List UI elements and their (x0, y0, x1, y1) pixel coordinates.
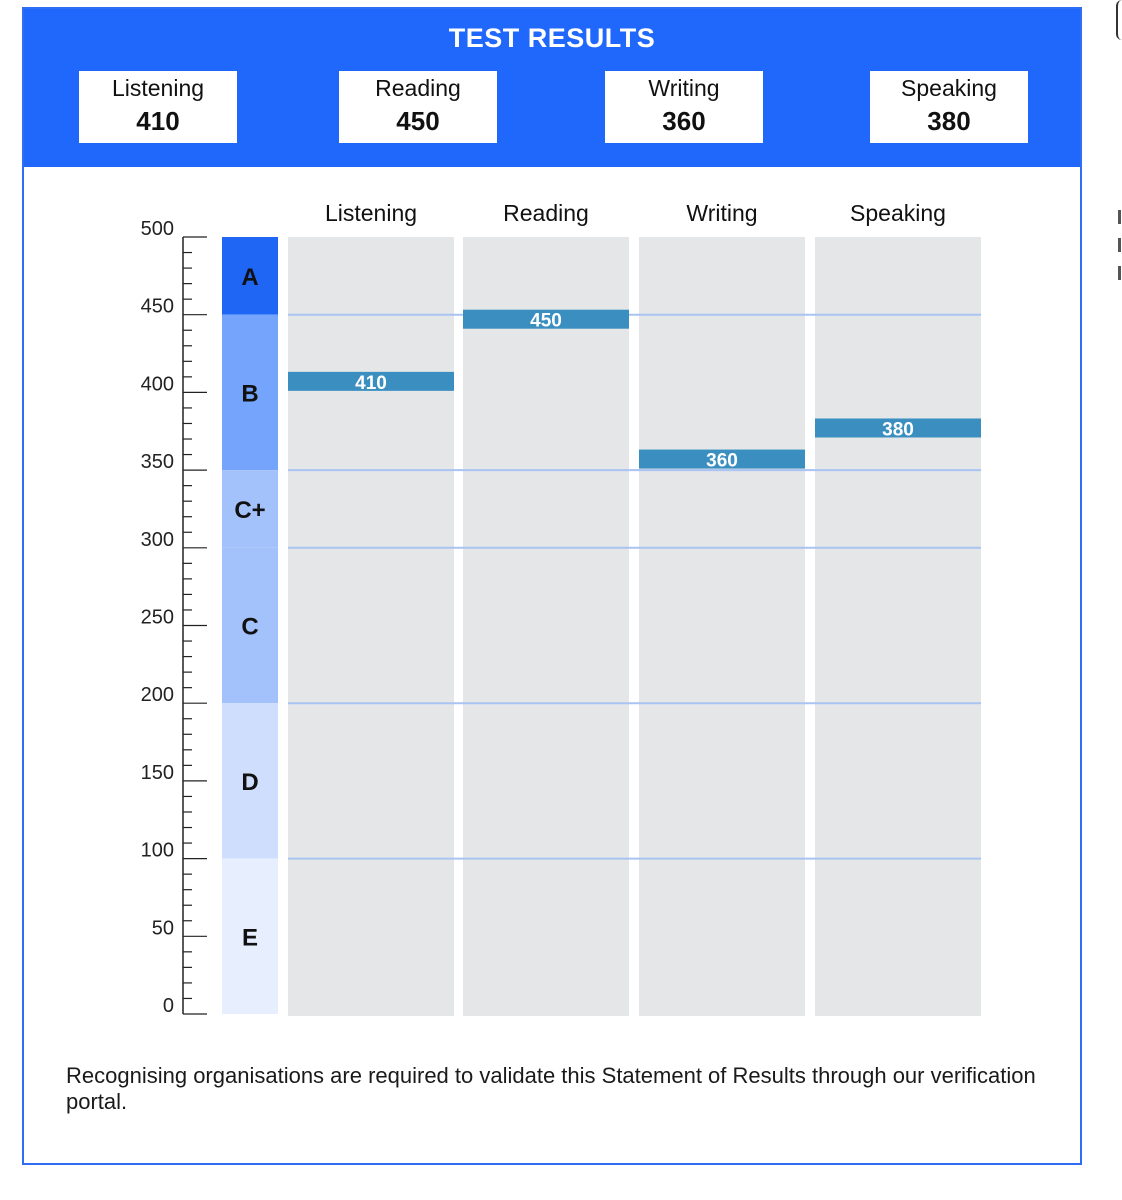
y-tick-label: 150 (141, 762, 174, 784)
skill-column (463, 237, 629, 1016)
grade-band (222, 470, 278, 548)
score-marker-label: 410 (355, 373, 387, 394)
category-label: Writing (686, 200, 757, 226)
score-label: Reading (375, 75, 461, 101)
score-box-writing: Writing 360 (605, 71, 763, 143)
score-box-speaking: Speaking 380 (870, 71, 1028, 143)
grade-band (222, 703, 278, 859)
grade-band-label: C (241, 614, 258, 641)
score-value: 380 (927, 106, 971, 136)
grade-band-label: B (241, 380, 258, 407)
grade-band-label: C+ (234, 497, 265, 524)
grade-band-label: A (241, 264, 258, 291)
grade-band-label: D (241, 769, 258, 796)
score-marker (639, 449, 805, 469)
edge-bracket (1116, 0, 1122, 40)
score-value: 360 (662, 106, 706, 136)
score-label: Speaking (901, 75, 997, 101)
score-marker-label: 380 (882, 419, 914, 440)
score-label: Writing (648, 75, 720, 101)
y-tick-label: 0 (163, 995, 174, 1017)
y-tick-label: 350 (141, 451, 174, 473)
results-header: TEST RESULTS Listening 410 Reading 450 W… (24, 9, 1080, 167)
score-marker (288, 371, 454, 391)
grade-band (222, 237, 278, 315)
y-tick-label: 100 (141, 840, 174, 862)
score-box-listening: Listening 410 (79, 71, 237, 143)
skill-column (288, 237, 454, 1016)
grade-band (222, 858, 278, 1014)
score-marker-label: 450 (530, 311, 562, 332)
edge-fragments (1118, 210, 1122, 294)
score-marker (815, 418, 981, 438)
y-tick-label: 300 (141, 529, 174, 551)
skill-column (815, 237, 981, 1016)
category-label: Listening (325, 200, 417, 226)
y-tick-label: 400 (141, 373, 174, 395)
score-label: Listening (111, 75, 205, 101)
skill-column (639, 237, 805, 1016)
score-box-reading: Reading 450 (339, 71, 497, 143)
grade-band (222, 314, 278, 471)
score-marker (463, 309, 629, 329)
grade-band (222, 547, 278, 704)
y-tick-label: 500 (141, 218, 174, 240)
header-title: TEST RESULTS (448, 23, 656, 53)
grade-band-label: E (242, 924, 258, 951)
category-label: Reading (503, 200, 589, 226)
y-tick-label: 450 (141, 296, 174, 318)
y-tick-label: 50 (152, 917, 174, 939)
score-value: 450 (396, 106, 440, 136)
category-label: Speaking (850, 200, 946, 226)
y-tick-label: 200 (141, 684, 174, 706)
score-marker-label: 360 (706, 451, 738, 472)
footnote: Recognising organisations are required t… (66, 1063, 1036, 1114)
y-tick-label: 250 (141, 607, 174, 629)
score-value: 410 (136, 106, 180, 136)
